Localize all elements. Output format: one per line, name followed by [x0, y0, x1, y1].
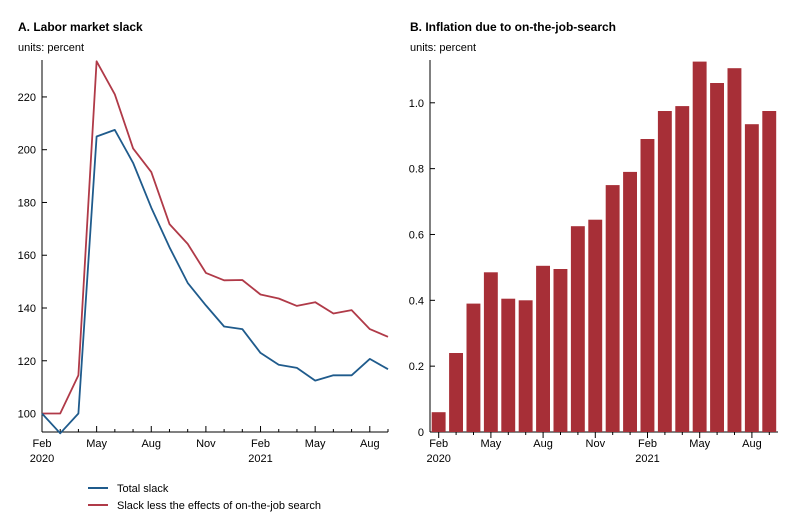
bar: [675, 106, 690, 432]
panel-b-x-tick-label: Aug: [742, 438, 762, 450]
panel-b-x-tick-label: May: [481, 438, 502, 450]
bar: [466, 303, 481, 432]
panel-b-x-tick-label: May: [689, 438, 710, 450]
panel-b-x-tick-label: Nov: [586, 438, 606, 450]
panel-b-x-tick-label: Feb: [429, 438, 448, 450]
panel-b-title: B. Inflation due to on-the-job-search: [410, 20, 616, 34]
panel-a-x-tick-label: Nov: [196, 438, 216, 450]
bar: [727, 68, 742, 432]
bar: [570, 226, 585, 432]
panel-b-units: units: percent: [410, 42, 476, 54]
bar: [536, 265, 550, 432]
legend-label-total-slack: Total slack: [117, 483, 169, 495]
panel-b-y-tick-label: 0.6: [409, 229, 424, 241]
bar: [518, 300, 533, 432]
panel-b-x-tick-label: Feb: [638, 438, 657, 450]
panel-a-x-tick-label: May: [305, 438, 326, 450]
panel-a-y-tick-label: 160: [18, 250, 36, 262]
panel-b-y-tick-label: 0.4: [409, 295, 424, 307]
panel-b-y-tick-label: 0.8: [409, 164, 424, 176]
panel-a-series: [41, 60, 389, 435]
panel-a-y-tick-label: 120: [18, 356, 36, 368]
series-line-slack-less-ojs: [42, 60, 389, 415]
bar: [640, 139, 655, 432]
panel-a-labor-market-slack: A. Labor market slack units: percent 100…: [18, 20, 389, 465]
panel-a-x-year-label: 2020: [30, 453, 54, 465]
bar: [657, 111, 672, 432]
bar: [605, 185, 620, 432]
panel-b-y-tick-label: 0.2: [409, 361, 424, 373]
panel-a-x-tick-label: Aug: [141, 438, 161, 450]
panel-b-bars: [431, 61, 777, 432]
panel-b-inflation: B. Inflation due to on-the-job-search un…: [409, 20, 778, 465]
panel-b-y-tick-label: 0: [418, 427, 424, 439]
panel-b-x-ticks: Feb 2020 May Aug Nov Feb 2021 May Aug: [426, 432, 770, 465]
bar: [431, 412, 446, 432]
bar: [744, 124, 759, 432]
panel-a-y-tick-label: 100: [18, 409, 36, 421]
panel-a-title: A. Labor market slack: [18, 20, 143, 34]
panel-b-x-tick-label: Aug: [533, 438, 553, 450]
bar: [762, 111, 777, 432]
bar: [692, 61, 707, 432]
bar: [553, 269, 568, 432]
panel-b-x-year-label: 2020: [426, 453, 450, 465]
panel-a-x-ticks: Feb 2020 May Aug Nov Feb 2021 May Aug: [30, 426, 389, 465]
panel-a-units: units: percent: [18, 42, 84, 54]
panel-a-x-tick-label: Aug: [360, 438, 380, 450]
panel-b-y-ticks: 0 0.2 0.4 0.6 0.8 1.0: [409, 98, 435, 439]
legend-label-slack-less-ojs: Slack less the effects of on-the-job sea…: [117, 500, 321, 512]
bar: [501, 298, 516, 432]
panel-a-x-tick-label: May: [86, 438, 107, 450]
bar: [710, 83, 724, 432]
panel-b-axes: [429, 60, 778, 433]
panel-a-y-ticks: 100 120 140 160 180 200 220: [18, 92, 47, 421]
bar: [623, 171, 637, 432]
panel-b-y-tick-label: 1.0: [409, 98, 424, 110]
panel-b-x-year-label: 2021: [635, 453, 659, 465]
panel-a-y-tick-label: 180: [18, 197, 36, 209]
panel-a-y-tick-label: 200: [18, 145, 36, 157]
panel-a-axes: [41, 60, 388, 433]
panel-a-x-tick-label: Feb: [33, 438, 52, 450]
bar: [483, 272, 498, 432]
legend: Total slack Slack less the effects of on…: [88, 483, 321, 512]
panel-a-y-tick-label: 140: [18, 303, 36, 315]
series-line-total-slack: [41, 128, 389, 435]
panel-a-x-tick-label: Feb: [251, 438, 270, 450]
panel-a-y-tick-label: 220: [18, 92, 36, 104]
bar: [449, 353, 463, 432]
panel-a-x-year-label: 2021: [248, 453, 272, 465]
bar: [588, 219, 603, 432]
